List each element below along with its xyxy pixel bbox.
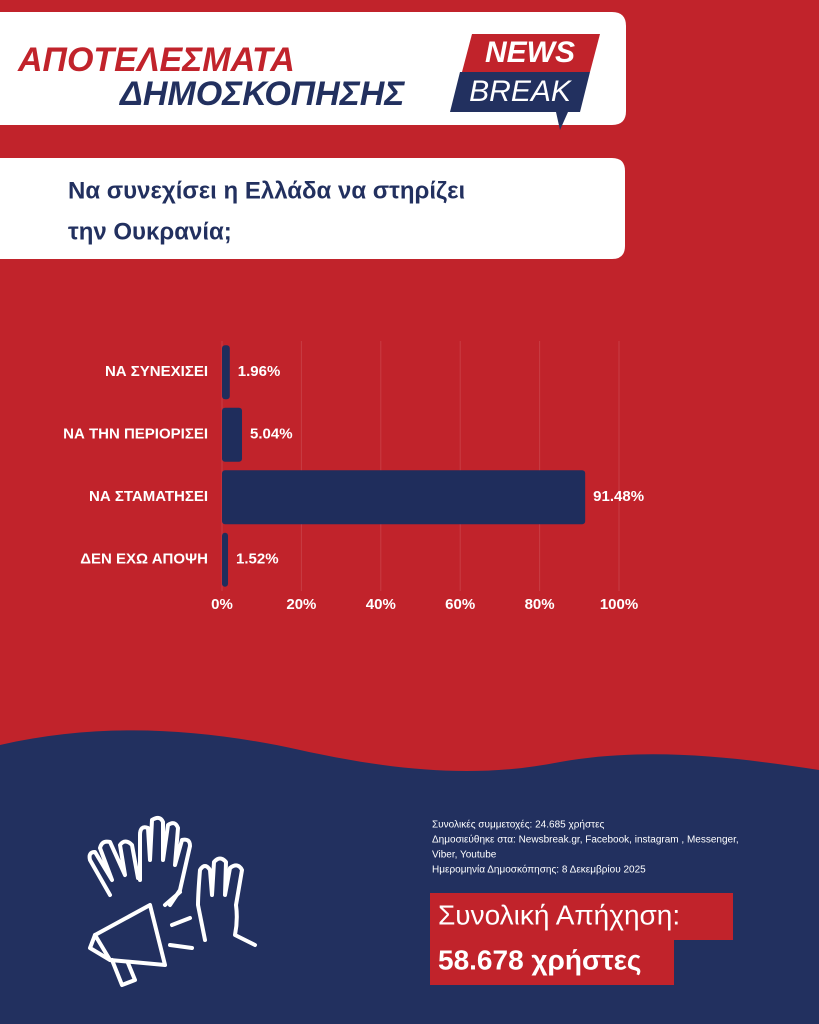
icon	[87, 815, 257, 987]
footer-line: Συνολικές συμμετοχές: 24.685 χρήστες	[432, 819, 605, 831]
value-label: 5.04%	[250, 426, 293, 443]
wave	[0, 730, 819, 1024]
x-tick-label: 0%	[211, 596, 233, 613]
y-tick-label: ΝΑ ΤΗΝ ΠΕΡΙΟΡΙΣΕΙ	[63, 426, 208, 443]
y-tick-label: ΝΑ ΣΤΑΜΑΤΗΣΕΙ	[89, 488, 208, 505]
value-label: 1.96%	[238, 363, 281, 380]
chart: 0% 20% 40% 60% 80% 100% ΝΑ ΣΥΝΕΧΙΣΕΙ 1.96% ΝΑ ΤΗ…	[63, 341, 644, 613]
bar	[222, 532, 229, 587]
footer: Συνολικές συμμετοχές: 24.685 χρήστες Δημο…	[432, 819, 739, 876]
x-tick-label: 100%	[600, 596, 638, 613]
total-box	[430, 893, 733, 940]
bar	[222, 345, 230, 400]
y-tick-label: ΝΑ ΣΥΝΕΧΙΣΕΙ	[105, 363, 208, 380]
question-line: Να συνεχίσει η Ελλάδα να στηρίζει	[68, 177, 465, 204]
x-tick-label: 20%	[286, 596, 316, 613]
x-tick-label: 60%	[445, 596, 475, 613]
logo-top	[462, 34, 600, 72]
title-line: ΑΠΟΤΕΛΕΣΜΑΤΑ	[17, 41, 295, 79]
footer-line: Ημερομηνία Δημοσκόπησης: 8 Δεκεμβρίου 20…	[432, 864, 646, 876]
total-line: Συνολική Απήχηση:	[438, 899, 680, 930]
total-line: 58.678 χρήστες	[438, 944, 641, 975]
logo-text: NEWS	[485, 36, 575, 69]
bar	[222, 407, 243, 462]
value-label: 1.52%	[236, 551, 279, 568]
value-label: 91.48%	[593, 488, 644, 505]
question-line: την Ουκρανία;	[68, 218, 232, 245]
footer-line: Δημοσιεύθηκε στα: Newsbreak.gr, Facebook…	[432, 834, 739, 846]
question-box	[0, 158, 625, 259]
bar	[222, 470, 586, 525]
logo-bottom	[450, 72, 590, 130]
total-box	[430, 940, 674, 985]
logo-text: BREAK	[469, 75, 573, 108]
y-tick-label: ΔΕΝ ΕΧΩ ΑΠΟΨΗ	[80, 551, 208, 568]
x-tick-label: 80%	[525, 596, 555, 613]
footer-line: Viber, Youtube	[432, 850, 497, 861]
title-line: ΔΗΜΟΣΚΟΠΗΣΗΣ	[118, 75, 405, 113]
x-tick-label: 40%	[366, 596, 396, 613]
